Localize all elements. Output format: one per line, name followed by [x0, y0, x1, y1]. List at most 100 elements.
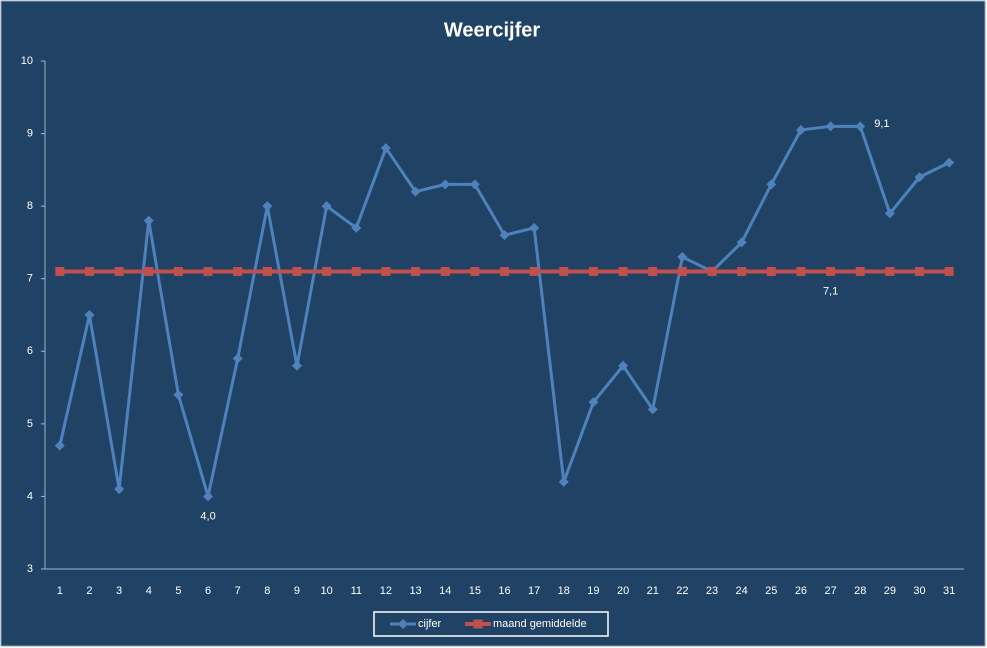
x-tick-label: 26: [795, 585, 807, 597]
data-point: [262, 201, 273, 212]
data-point: [469, 179, 480, 190]
y-tick-label: 6: [27, 345, 33, 357]
data-point: [677, 266, 687, 276]
data-point: [737, 266, 747, 276]
data-point: [618, 266, 628, 276]
data-point: [648, 266, 658, 276]
x-tick-label: 23: [706, 585, 718, 597]
data-point: [707, 266, 717, 276]
data-point: [795, 124, 806, 135]
x-tick-label: 11: [351, 585, 362, 597]
data-point: [54, 440, 65, 451]
data-point: [588, 397, 599, 408]
x-tick-label: 25: [765, 585, 777, 597]
data-point: [499, 230, 510, 241]
data-point: [914, 172, 925, 183]
x-tick-label: 31: [943, 585, 955, 597]
x-tick-label: 3: [116, 585, 122, 597]
data-label: 4,0: [200, 510, 215, 522]
data-point: [322, 266, 332, 276]
data-point: [766, 179, 777, 190]
data-point: [944, 157, 955, 168]
data-point: [826, 266, 836, 276]
data-point: [84, 310, 95, 320]
data-point: [380, 143, 391, 154]
x-tick-label: 8: [264, 585, 270, 597]
data-point: [440, 179, 451, 190]
data-point: [529, 266, 539, 276]
data-point: [529, 222, 540, 233]
x-tick-label: 1: [57, 585, 63, 597]
data-point: [173, 389, 184, 400]
x-tick-label: 5: [175, 585, 181, 597]
data-point: [618, 360, 629, 371]
x-tick-label: 29: [884, 585, 896, 597]
y-tick-label: 4: [27, 490, 33, 502]
data-label: 7,1: [823, 285, 838, 297]
x-tick-label: 10: [321, 585, 333, 597]
x-tick-label: 24: [736, 585, 748, 597]
data-point: [173, 266, 183, 276]
y-tick-label: 3: [27, 563, 33, 575]
data-point: [292, 266, 302, 276]
x-tick-label: 19: [587, 585, 599, 597]
data-point: [233, 266, 243, 276]
data-point: [559, 266, 569, 276]
data-point: [944, 266, 954, 276]
legend-label: cijfer: [418, 618, 442, 630]
data-point: [411, 266, 421, 276]
data-point: [736, 237, 747, 248]
data-point: [351, 266, 361, 276]
data-label: 9,1: [874, 118, 889, 130]
legend-label: maand gemiddelde: [493, 618, 587, 630]
data-point: [647, 404, 658, 415]
y-tick-label: 10: [21, 55, 33, 67]
x-tick-label: 6: [205, 585, 211, 597]
data-point: [203, 491, 214, 502]
data-point: [351, 222, 362, 233]
data-point: [440, 266, 450, 276]
data-point: [203, 266, 213, 276]
data-point: [796, 266, 806, 276]
data-point: [855, 266, 865, 276]
legend-marker: [398, 619, 408, 629]
data-point: [766, 266, 776, 276]
data-point: [114, 484, 125, 495]
data-point: [321, 201, 332, 212]
x-tick-label: 22: [676, 585, 688, 597]
data-point: [558, 476, 569, 487]
data-point: [884, 208, 895, 219]
data-point: [144, 266, 154, 276]
x-tick-label: 27: [824, 585, 836, 597]
x-tick-label: 7: [235, 585, 241, 597]
x-tick-label: 14: [439, 585, 451, 597]
x-tick-label: 30: [913, 585, 925, 597]
legend: [373, 611, 609, 637]
x-tick-label: 9: [294, 585, 300, 597]
x-tick-label: 16: [498, 585, 510, 597]
data-point: [915, 266, 925, 276]
y-tick-label: 7: [27, 273, 33, 285]
x-tick-label: 12: [380, 585, 392, 597]
data-point: [114, 266, 124, 276]
data-point: [84, 266, 94, 276]
y-tick-label: 5: [27, 418, 33, 430]
legend-marker: [473, 619, 483, 629]
x-tick-label: 17: [528, 585, 540, 597]
data-point: [825, 121, 836, 132]
data-point: [55, 266, 65, 276]
data-point: [500, 266, 509, 276]
data-point: [885, 266, 895, 276]
data-point: [381, 266, 391, 276]
x-tick-label: 28: [854, 585, 866, 597]
chart-title: Weercijfer: [444, 19, 541, 41]
x-tick-label: 18: [558, 585, 570, 597]
x-tick-label: 20: [617, 585, 629, 597]
y-tick-label: 9: [27, 127, 33, 139]
x-tick-label: 15: [469, 585, 481, 597]
x-tick-label: 4: [146, 585, 152, 597]
x-tick-label: 2: [86, 585, 92, 597]
data-point: [677, 251, 688, 262]
